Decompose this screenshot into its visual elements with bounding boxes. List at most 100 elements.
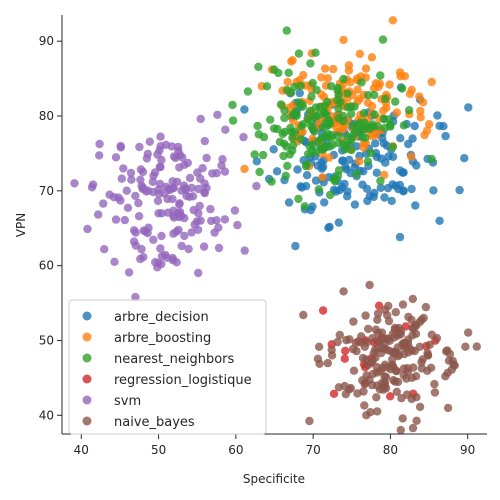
data-point	[333, 337, 342, 347]
data-point	[425, 340, 434, 349]
legend-marker	[82, 416, 92, 426]
data-point	[399, 186, 408, 195]
data-point	[350, 200, 360, 209]
legend: arbre_decision arbre_boosting nearest_neig…	[68, 299, 267, 435]
data-point	[405, 89, 415, 99]
data-point	[412, 161, 421, 170]
legend-marker	[82, 395, 92, 405]
data-point	[418, 98, 428, 107]
data-point	[239, 132, 248, 142]
data-point	[338, 111, 348, 121]
data-point	[154, 189, 164, 198]
legend-label: nearest_neighbors	[114, 352, 235, 367]
data-point	[398, 414, 407, 423]
data-point	[302, 160, 311, 169]
data-point	[373, 407, 382, 416]
data-point	[262, 82, 272, 91]
data-point	[181, 184, 190, 193]
data-point	[372, 168, 381, 177]
data-point	[361, 311, 370, 320]
data-point	[345, 335, 354, 344]
data-point	[165, 185, 175, 195]
data-point	[398, 168, 407, 177]
legend-label: arbre_boosting	[114, 331, 211, 346]
data-point	[357, 78, 366, 87]
data-point	[148, 177, 158, 186]
data-point	[94, 210, 103, 219]
data-point	[163, 208, 173, 217]
data-point	[387, 196, 396, 206]
data-point	[403, 364, 412, 373]
data-point	[423, 366, 432, 375]
legend-label: svm	[114, 394, 141, 409]
data-point	[427, 77, 436, 87]
data-point	[375, 79, 385, 88]
data-point	[382, 363, 392, 372]
data-point	[376, 176, 385, 186]
data-point	[180, 231, 189, 241]
legend-label: regression_logistique	[114, 373, 252, 388]
data-point	[367, 380, 377, 390]
data-point	[122, 186, 131, 195]
data-point	[149, 235, 158, 244]
legend-marker	[82, 374, 92, 384]
data-point	[382, 103, 391, 113]
data-point	[126, 168, 136, 178]
data-point	[415, 317, 425, 327]
data-point	[381, 94, 390, 104]
data-point	[433, 111, 442, 120]
data-point	[311, 176, 321, 185]
data-point	[439, 122, 448, 131]
data-point	[395, 328, 404, 337]
data-point	[168, 194, 177, 204]
legend-label: naive_bayes	[114, 415, 195, 430]
data-point	[172, 227, 181, 236]
data-point	[408, 294, 417, 304]
data-point	[323, 97, 332, 107]
data-point	[323, 129, 332, 138]
data-point	[196, 114, 205, 124]
data-point	[308, 146, 317, 155]
data-point	[173, 177, 182, 187]
data-point	[302, 171, 312, 180]
x-tick-label: 60	[228, 443, 243, 457]
data-point	[258, 150, 268, 160]
data-point	[282, 26, 291, 35]
data-point	[408, 134, 417, 143]
data-point	[323, 358, 332, 368]
data-point	[136, 254, 145, 264]
points-layer	[70, 16, 481, 435]
data-point	[407, 152, 416, 161]
data-point	[317, 134, 326, 143]
data-point	[391, 97, 400, 106]
data-point	[300, 202, 309, 211]
data-point	[134, 212, 144, 221]
data-point	[275, 137, 285, 147]
data-point	[371, 139, 380, 148]
data-point	[357, 338, 366, 347]
data-point	[381, 158, 390, 167]
x-tick-label: 40	[74, 443, 89, 457]
data-point	[427, 154, 436, 164]
data-point	[410, 121, 419, 131]
data-point	[220, 215, 230, 224]
data-point	[397, 394, 406, 403]
data-point	[369, 84, 379, 93]
data-point	[367, 102, 377, 111]
data-point	[311, 48, 320, 57]
data-point	[404, 312, 413, 322]
data-point	[320, 198, 329, 207]
data-point	[407, 346, 416, 355]
data-point	[195, 201, 204, 211]
data-point	[169, 152, 179, 161]
data-point	[240, 164, 249, 174]
data-point	[306, 59, 315, 68]
data-point	[333, 95, 342, 105]
data-point	[357, 332, 366, 341]
x-axis-title: Specificite	[243, 472, 305, 486]
data-point	[383, 311, 392, 320]
data-point	[360, 401, 369, 410]
data-point	[339, 35, 348, 45]
data-point	[353, 389, 362, 398]
